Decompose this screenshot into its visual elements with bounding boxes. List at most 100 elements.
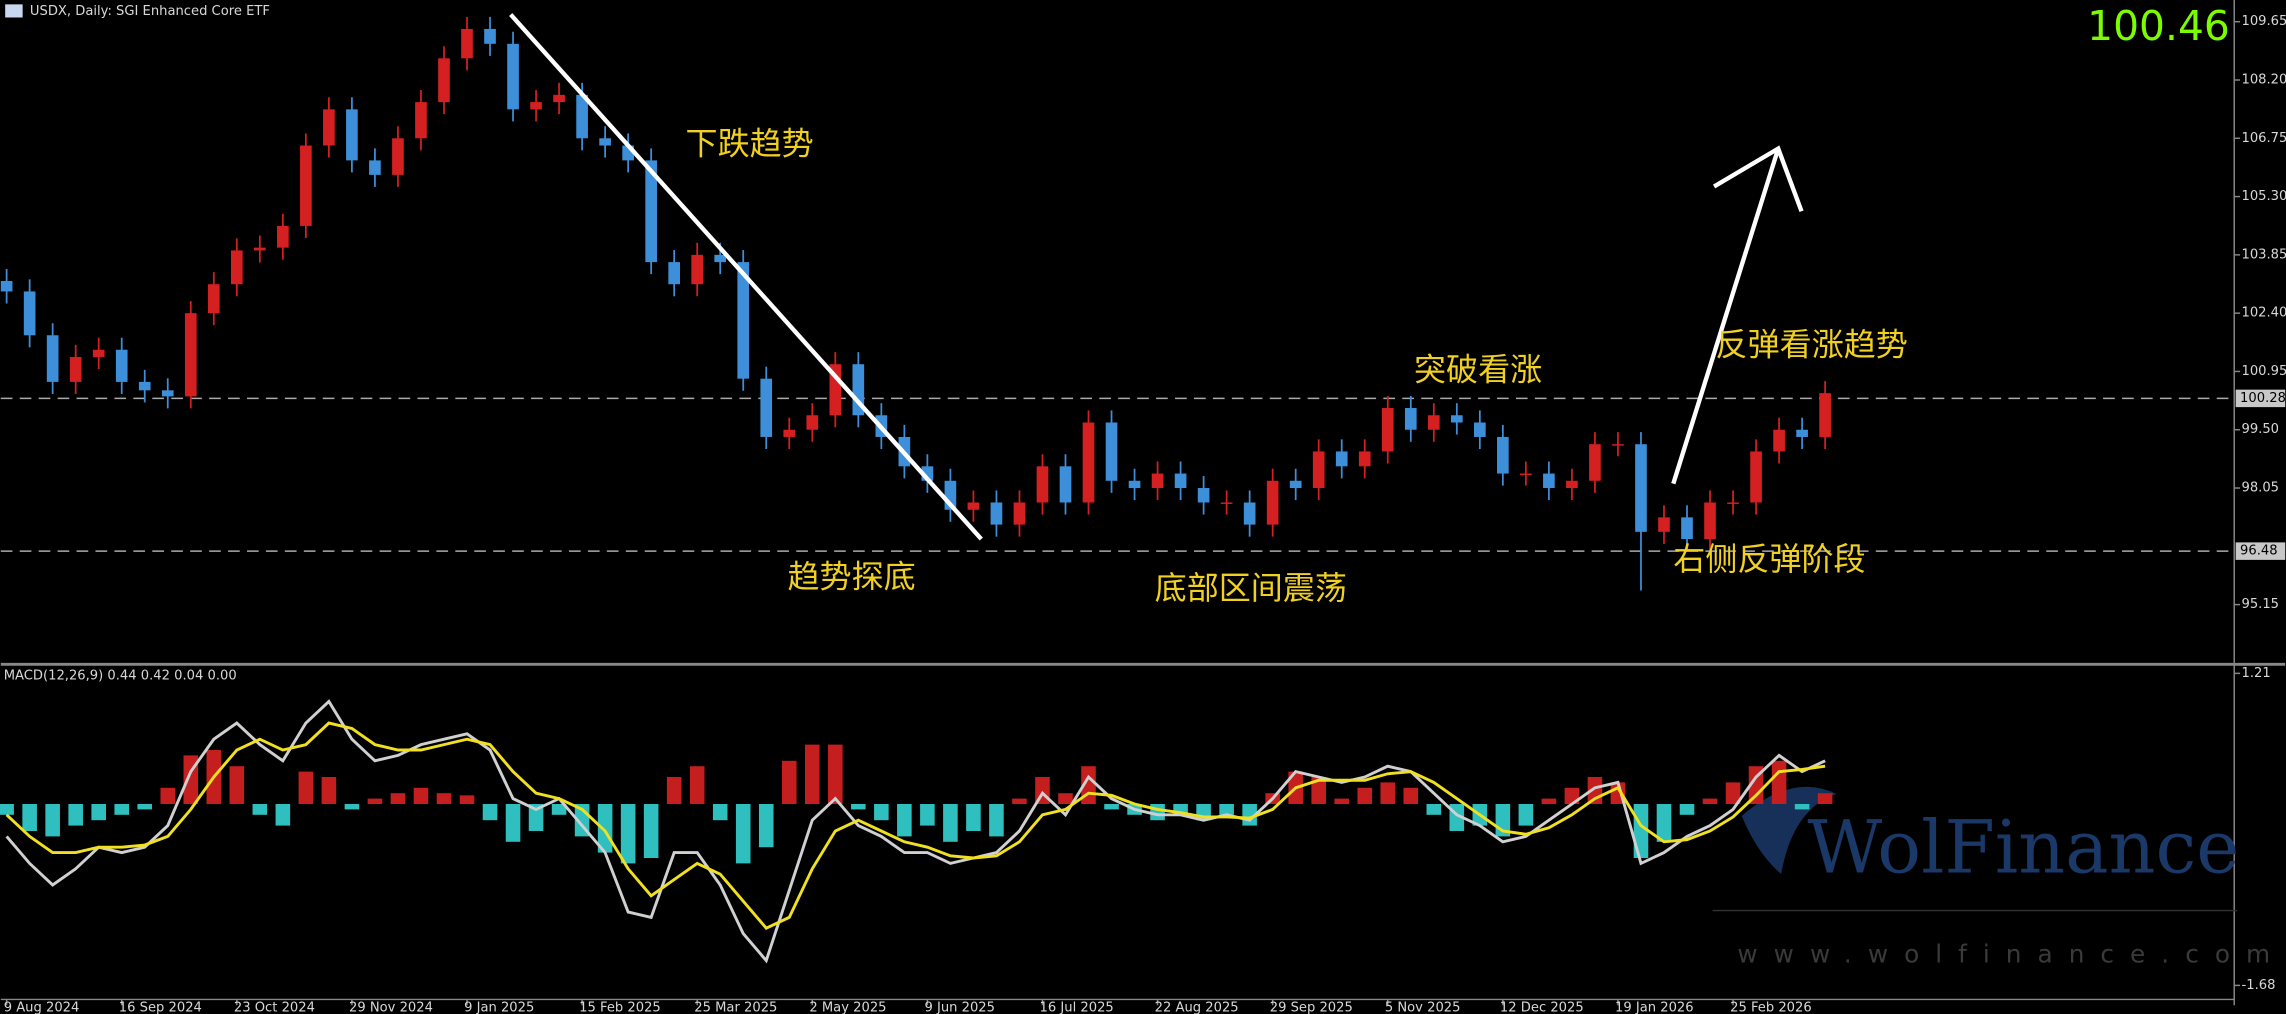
current-price: 100.46 bbox=[2087, 2, 2230, 50]
histogram-bar bbox=[597, 804, 613, 853]
x-tick-label: 16 Jul 2025 bbox=[1040, 1001, 1114, 1014]
annotation: 突破看涨 bbox=[1414, 351, 1542, 389]
histogram-bar bbox=[321, 777, 337, 805]
y-tick-label: 102.40 bbox=[2241, 306, 2286, 321]
y-tick-label: 98.05 bbox=[2241, 481, 2279, 496]
candle-body bbox=[277, 225, 289, 248]
x-tick-label: 19 Jan 2026 bbox=[1615, 1001, 1694, 1014]
annotation: 下跌趋势 bbox=[686, 125, 814, 163]
histogram-bar bbox=[298, 771, 314, 805]
y-tick-label: -1.68 bbox=[2241, 978, 2275, 993]
candle-body bbox=[69, 356, 82, 382]
histogram-bar bbox=[758, 804, 774, 848]
annotation: 底部区间震荡 bbox=[1155, 569, 1347, 607]
candle-body bbox=[369, 160, 381, 175]
price-tag bbox=[2235, 389, 2286, 408]
histogram-bar bbox=[344, 804, 360, 810]
histogram-bar bbox=[1748, 766, 1764, 805]
candle-body bbox=[1450, 415, 1463, 423]
y-tick-label: 106.75 bbox=[2241, 131, 2286, 146]
histogram-bar bbox=[1725, 782, 1741, 805]
histogram-bar bbox=[252, 804, 268, 815]
candle-body bbox=[576, 94, 588, 139]
histogram-bar bbox=[781, 760, 797, 805]
candle-body bbox=[0, 280, 13, 292]
candle-body bbox=[645, 160, 657, 263]
histogram-bar bbox=[1150, 804, 1165, 821]
histogram-bar bbox=[1380, 782, 1396, 805]
x-tick-label: 9 Jun 2025 bbox=[924, 1001, 995, 1014]
candle-body bbox=[392, 138, 404, 175]
histogram-bar bbox=[505, 804, 521, 842]
candle-body bbox=[1082, 422, 1095, 503]
histogram-bar bbox=[551, 804, 567, 815]
macd-line bbox=[5, 699, 1826, 964]
candle-body bbox=[1128, 480, 1141, 489]
rebound-arrowhead bbox=[1712, 145, 1804, 213]
candle-body bbox=[1704, 502, 1716, 540]
candle-body bbox=[1312, 451, 1325, 489]
candle-body bbox=[737, 262, 750, 379]
candle-body bbox=[1543, 473, 1555, 489]
histogram-bar bbox=[920, 804, 935, 826]
histogram-bar bbox=[735, 804, 751, 864]
plot: 109.65 108.20 106.75 105.30 103.85 102.40 100.… bbox=[0, 14, 2286, 1014]
histogram-bar bbox=[1058, 793, 1073, 805]
candle-body bbox=[1220, 502, 1233, 504]
rebound-arrow bbox=[1671, 147, 1781, 485]
histogram-bar bbox=[828, 744, 843, 805]
candle-body bbox=[829, 364, 842, 416]
candle-body bbox=[207, 284, 220, 314]
candle-body bbox=[1474, 422, 1486, 437]
y-tick-label: 105.30 bbox=[2241, 189, 2286, 204]
x-tick-label: 22 Aug 2025 bbox=[1155, 1001, 1239, 1014]
candle-body bbox=[691, 254, 704, 285]
flag-icon bbox=[5, 4, 23, 18]
x-tick-label: 16 Sep 2024 bbox=[119, 1001, 202, 1014]
candle-body bbox=[1589, 444, 1601, 481]
histogram-bar bbox=[45, 804, 60, 837]
histogram-bar bbox=[1518, 804, 1534, 826]
histogram-bar bbox=[1173, 804, 1188, 815]
x-tick-label: 25 Mar 2025 bbox=[694, 1001, 777, 1014]
candle-body bbox=[1635, 444, 1647, 532]
histogram-bar bbox=[459, 795, 475, 805]
y-tick-label: 108.20 bbox=[2241, 72, 2286, 87]
histogram-bar bbox=[1794, 804, 1810, 810]
candle-body bbox=[1497, 436, 1509, 474]
x-tick-label: 9 Jan 2025 bbox=[464, 1001, 534, 1014]
candle-body bbox=[1819, 393, 1831, 437]
histogram-bar bbox=[114, 804, 129, 815]
candle-body bbox=[1750, 451, 1762, 503]
chart-title: USDX, Daily: SGI Enhanced Core ETF bbox=[30, 4, 270, 19]
candle-body bbox=[1335, 451, 1348, 467]
candle-body bbox=[23, 291, 36, 336]
histogram-bar bbox=[805, 744, 820, 805]
histogram-bar bbox=[666, 777, 682, 805]
candle-body bbox=[1358, 451, 1371, 467]
candle-body bbox=[46, 335, 59, 382]
x-tick-label: 23 Oct 2024 bbox=[234, 1001, 315, 1014]
candle-body bbox=[254, 247, 266, 251]
candle-body bbox=[507, 43, 519, 110]
y-tick-label: 100.95 bbox=[2241, 364, 2286, 379]
candle-body bbox=[1243, 502, 1256, 525]
histogram-bar bbox=[689, 766, 705, 805]
histogram-bar bbox=[528, 804, 544, 831]
histogram-bar bbox=[0, 804, 14, 815]
histogram-bar bbox=[68, 804, 83, 826]
histogram-bar bbox=[943, 804, 958, 842]
candle-body bbox=[1520, 473, 1532, 476]
candle-body bbox=[1059, 466, 1072, 503]
histogram-bar bbox=[1403, 787, 1419, 805]
y-tick-label: 109.65 bbox=[2241, 14, 2286, 29]
histogram-bar bbox=[966, 804, 981, 831]
candle-body bbox=[138, 381, 151, 391]
candle-body bbox=[1289, 480, 1302, 489]
candle-body bbox=[461, 28, 473, 59]
histogram-bar bbox=[874, 804, 889, 821]
annotation: 趋势探底 bbox=[788, 557, 916, 595]
histogram-bar bbox=[137, 804, 153, 810]
annotation: 反弹看涨趋势 bbox=[1716, 326, 1908, 364]
